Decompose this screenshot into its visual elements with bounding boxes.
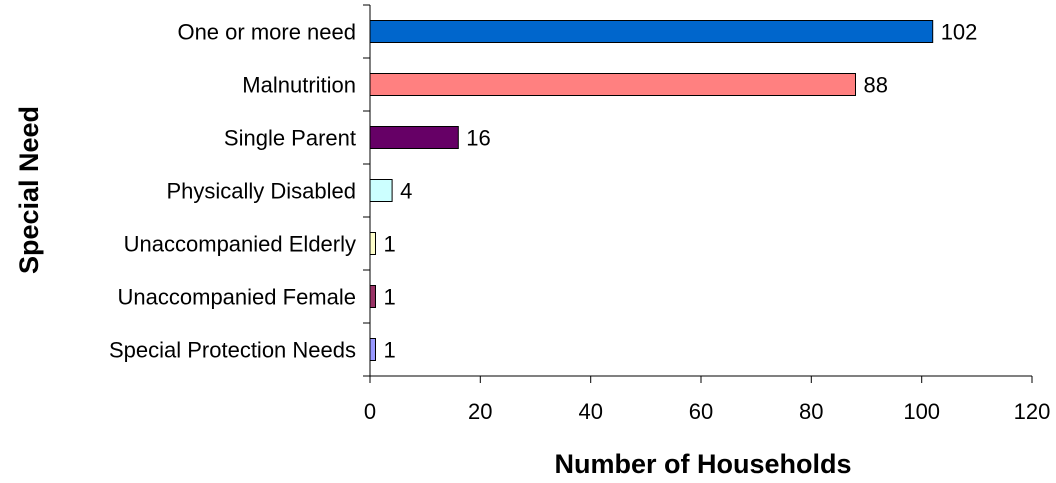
x-tick-label: 0 [364,399,376,424]
bar-malnutrition [369,73,856,96]
bars-layer [369,20,934,361]
x-tick-label: 20 [468,399,492,424]
bar-single-parent [369,126,459,149]
category-label: One or more need [177,20,356,45]
x-tick-label: 40 [578,399,602,424]
axes-layer [363,4,1033,383]
x-tick-label: 60 [689,399,713,424]
labels-layer: One or more need 102 Malnutrition 88 Single … [109,20,1050,425]
x-tick-label: 120 [1014,399,1051,424]
bar-unaccompanied-female [369,285,376,308]
x-axis-title: Number of Households [554,449,851,479]
bar-unaccompanied-elderly [369,232,376,255]
category-label: Single Parent [224,126,356,151]
bar-physically-disabled [369,179,393,202]
bar-special-protection-needs [369,338,376,361]
value-label: 88 [864,73,888,98]
value-label: 1 [384,285,396,310]
bar-one-or-more-need [369,20,934,43]
x-tick-label: 80 [799,399,823,424]
category-label: Malnutrition [242,73,356,98]
value-label: 4 [400,179,412,204]
value-label: 1 [384,338,396,363]
value-label: 1 [384,232,396,257]
value-label: 16 [466,126,490,151]
category-label: Physically Disabled [166,179,356,204]
y-axis-title: Special Need [14,106,44,274]
value-label: 102 [941,20,978,45]
category-label: Special Protection Needs [109,338,356,363]
category-label: Unaccompanied Elderly [124,232,356,257]
category-label: Unaccompanied Female [118,285,356,310]
x-tick-label: 100 [903,399,940,424]
